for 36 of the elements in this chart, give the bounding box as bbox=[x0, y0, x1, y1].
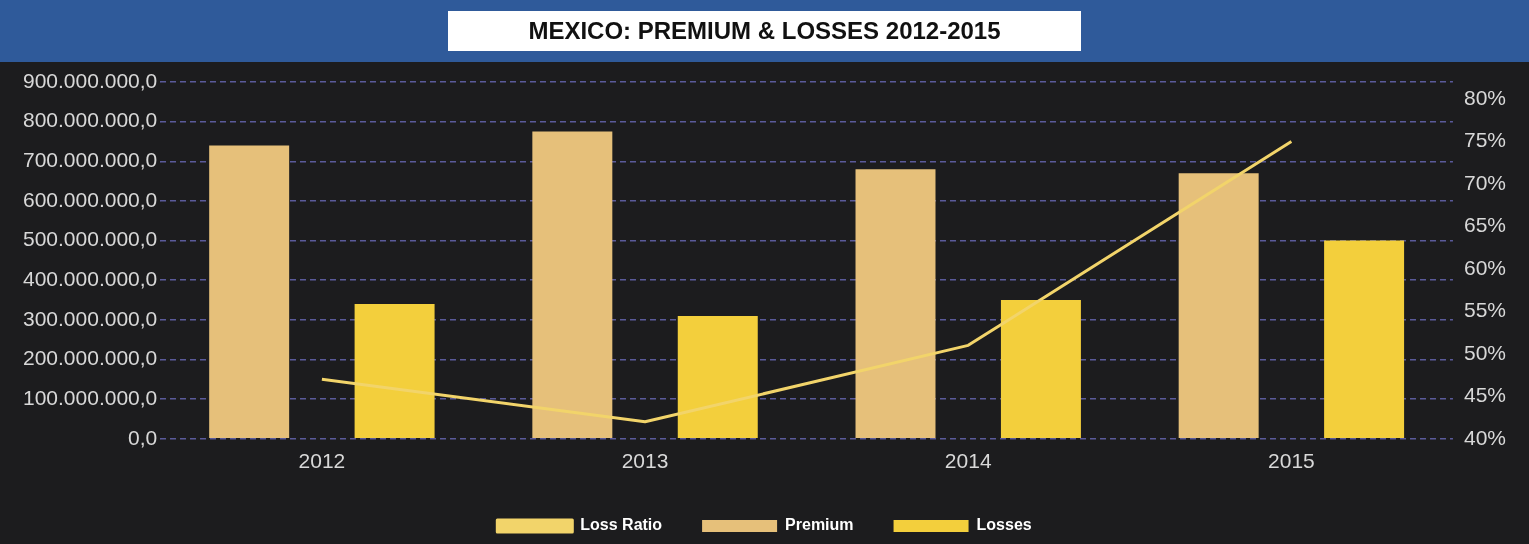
legend-label: Loss Ratio bbox=[580, 516, 663, 534]
y2-tick-label: 60% bbox=[1463, 255, 1506, 279]
y2-tick-label: 40% bbox=[1463, 425, 1506, 449]
bar bbox=[209, 145, 290, 439]
y-tick-label: 500.000.000,0 bbox=[23, 227, 158, 251]
y2-tick-label: 75% bbox=[1463, 128, 1506, 152]
y-tick-label: 400.000.000,0 bbox=[23, 267, 158, 291]
y-tick-label: 200.000.000,0 bbox=[23, 346, 158, 370]
chart-title: MEXICO: PREMIUM & LOSSES 2012-2015 bbox=[448, 11, 1081, 51]
legend-label: Premium bbox=[785, 516, 854, 534]
y-tick-label: 300.000.000,0 bbox=[23, 306, 158, 330]
x-tick-label: 2013 bbox=[621, 449, 669, 473]
y2-tick-label: 70% bbox=[1463, 170, 1506, 194]
bar bbox=[532, 131, 613, 439]
y-tick-label: 800.000.000,0 bbox=[23, 108, 158, 132]
y-tick-label: 100.000.000,0 bbox=[23, 385, 158, 409]
bar bbox=[1324, 240, 1405, 439]
header-banner: MEXICO: PREMIUM & LOSSES 2012-2015 bbox=[0, 0, 1529, 62]
legend-label: Losses bbox=[976, 516, 1032, 534]
x-tick-label: 2015 bbox=[1268, 449, 1315, 473]
y-tick-label: 0,0 bbox=[128, 425, 158, 449]
y-tick-label: 700.000.000,0 bbox=[23, 148, 158, 172]
bar bbox=[1000, 300, 1081, 439]
y-tick-label: 600.000.000,0 bbox=[23, 187, 158, 211]
x-tick-label: 2012 bbox=[298, 449, 346, 473]
y2-tick-label: 65% bbox=[1463, 213, 1506, 237]
bar bbox=[354, 304, 435, 439]
y-tick-label: 900.000.000,0 bbox=[23, 68, 158, 92]
bar bbox=[1178, 173, 1259, 439]
y2-tick-label: 45% bbox=[1463, 383, 1506, 407]
bar bbox=[677, 315, 758, 439]
y2-tick-label: 50% bbox=[1463, 340, 1506, 364]
y2-tick-label: 55% bbox=[1463, 298, 1506, 322]
x-tick-label: 2014 bbox=[944, 449, 992, 473]
y2-tick-label: 80% bbox=[1463, 85, 1506, 109]
bar bbox=[855, 169, 936, 439]
